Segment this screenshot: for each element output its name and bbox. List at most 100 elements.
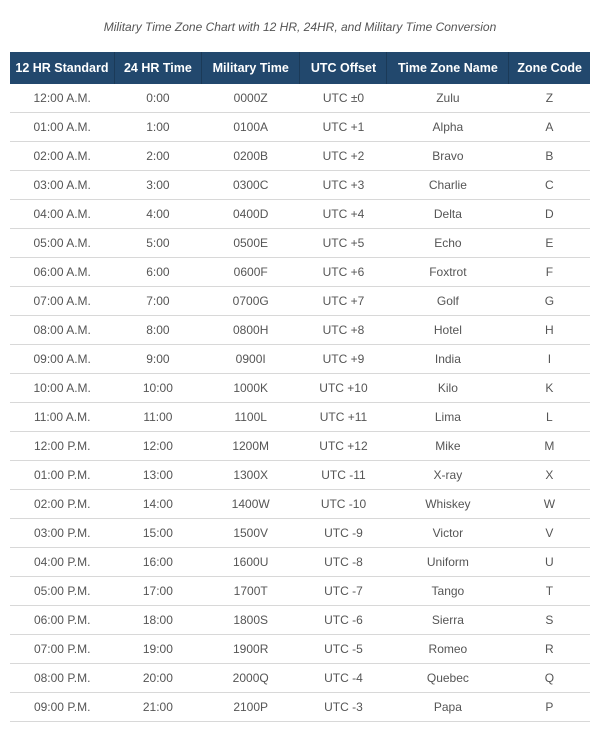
table-cell: L [509,403,590,432]
table-cell: I [509,345,590,374]
table-cell: UTC -6 [300,606,387,635]
table-cell: 1500V [201,519,300,548]
table-cell: D [509,200,590,229]
table-row: 02:00 P.M.14:001400WUTC -10WhiskeyW [10,490,590,519]
table-cell: UTC +11 [300,403,387,432]
table-cell: 1600U [201,548,300,577]
table-cell: Foxtrot [387,258,509,287]
table-cell: 0900I [201,345,300,374]
table-cell: Kilo [387,374,509,403]
table-cell: 12:00 A.M. [10,84,114,113]
table-cell: 14:00 [114,490,201,519]
table-cell: UTC +5 [300,229,387,258]
table-cell: 1400W [201,490,300,519]
table-cell: Uniform [387,548,509,577]
table-cell: 19:00 [114,635,201,664]
table-cell: C [509,171,590,200]
table-cell: 12:00 [114,432,201,461]
table-cell: 11:00 [114,403,201,432]
table-cell: UTC +7 [300,287,387,316]
table-row: 09:00 A.M.9:000900IUTC +9IndiaI [10,345,590,374]
table-cell: P [509,693,590,722]
table-cell: UTC +3 [300,171,387,200]
table-cell: Hotel [387,316,509,345]
table-cell: UTC -7 [300,577,387,606]
table-cell: U [509,548,590,577]
table-cell: 12:00 P.M. [10,432,114,461]
table-cell: UTC +1 [300,113,387,142]
table-cell: UTC +12 [300,432,387,461]
table-cell: X [509,461,590,490]
col-24hr: 24 HR Time [114,52,201,84]
table-cell: 0800H [201,316,300,345]
table-cell: 8:00 [114,316,201,345]
table-cell: Golf [387,287,509,316]
timezone-table: 12 HR Standard 24 HR Time Military Time … [10,52,590,722]
table-row: 06:00 P.M.18:001800SUTC -6SierraS [10,606,590,635]
table-row: 11:00 A.M.11:001100LUTC +11LimaL [10,403,590,432]
page-wrap: Military Time Zone Chart with 12 HR, 24H… [0,0,600,732]
table-cell: 15:00 [114,519,201,548]
table-cell: 2:00 [114,142,201,171]
table-cell: UTC -11 [300,461,387,490]
table-row: 03:00 A.M.3:000300CUTC +3CharlieC [10,171,590,200]
table-cell: 02:00 P.M. [10,490,114,519]
table-cell: F [509,258,590,287]
table-row: 03:00 P.M.15:001500VUTC -9VictorV [10,519,590,548]
table-cell: W [509,490,590,519]
table-cell: UTC +10 [300,374,387,403]
table-cell: 13:00 [114,461,201,490]
table-cell: K [509,374,590,403]
table-cell: 21:00 [114,693,201,722]
table-cell: UTC -8 [300,548,387,577]
table-cell: 20:00 [114,664,201,693]
table-cell: 04:00 P.M. [10,548,114,577]
table-cell: 01:00 P.M. [10,461,114,490]
table-cell: 1700T [201,577,300,606]
table-cell: Z [509,84,590,113]
table-row: 04:00 P.M.16:001600UUTC -8UniformU [10,548,590,577]
table-cell: T [509,577,590,606]
table-cell: 1800S [201,606,300,635]
table-row: 01:00 P.M.13:001300XUTC -11X-rayX [10,461,590,490]
table-row: 04:00 A.M.4:000400DUTC +4DeltaD [10,200,590,229]
table-cell: UTC +2 [300,142,387,171]
table-cell: M [509,432,590,461]
table-cell: Q [509,664,590,693]
table-cell: 0100A [201,113,300,142]
table-cell: Echo [387,229,509,258]
table-header: 12 HR Standard 24 HR Time Military Time … [10,52,590,84]
table-cell: UTC -4 [300,664,387,693]
table-cell: 03:00 P.M. [10,519,114,548]
table-cell: 10:00 A.M. [10,374,114,403]
table-row: 07:00 P.M.19:001900RUTC -5RomeoR [10,635,590,664]
table-cell: 10:00 [114,374,201,403]
table-cell: 2000Q [201,664,300,693]
table-cell: Lima [387,403,509,432]
table-row: 10:00 A.M.10:001000KUTC +10KiloK [10,374,590,403]
table-cell: Tango [387,577,509,606]
table-cell: 6:00 [114,258,201,287]
table-cell: Delta [387,200,509,229]
table-cell: 09:00 P.M. [10,693,114,722]
table-cell: 17:00 [114,577,201,606]
table-row: 08:00 P.M.20:002000QUTC -4QuebecQ [10,664,590,693]
table-cell: UTC -3 [300,693,387,722]
table-cell: 1900R [201,635,300,664]
table-cell: 9:00 [114,345,201,374]
col-military: Military Time [201,52,300,84]
table-body: 12:00 A.M.0:000000ZUTC ±0ZuluZ01:00 A.M.… [10,84,590,722]
table-cell: 3:00 [114,171,201,200]
table-cell: 0400D [201,200,300,229]
table-cell: 0000Z [201,84,300,113]
table-cell: UTC -9 [300,519,387,548]
col-zonecode: Zone Code [509,52,590,84]
col-utc: UTC Offset [300,52,387,84]
table-cell: 7:00 [114,287,201,316]
col-zonename: Time Zone Name [387,52,509,84]
table-row: 05:00 P.M.17:001700TUTC -7TangoT [10,577,590,606]
table-cell: 1:00 [114,113,201,142]
table-cell: A [509,113,590,142]
table-cell: X-ray [387,461,509,490]
table-cell: 05:00 A.M. [10,229,114,258]
